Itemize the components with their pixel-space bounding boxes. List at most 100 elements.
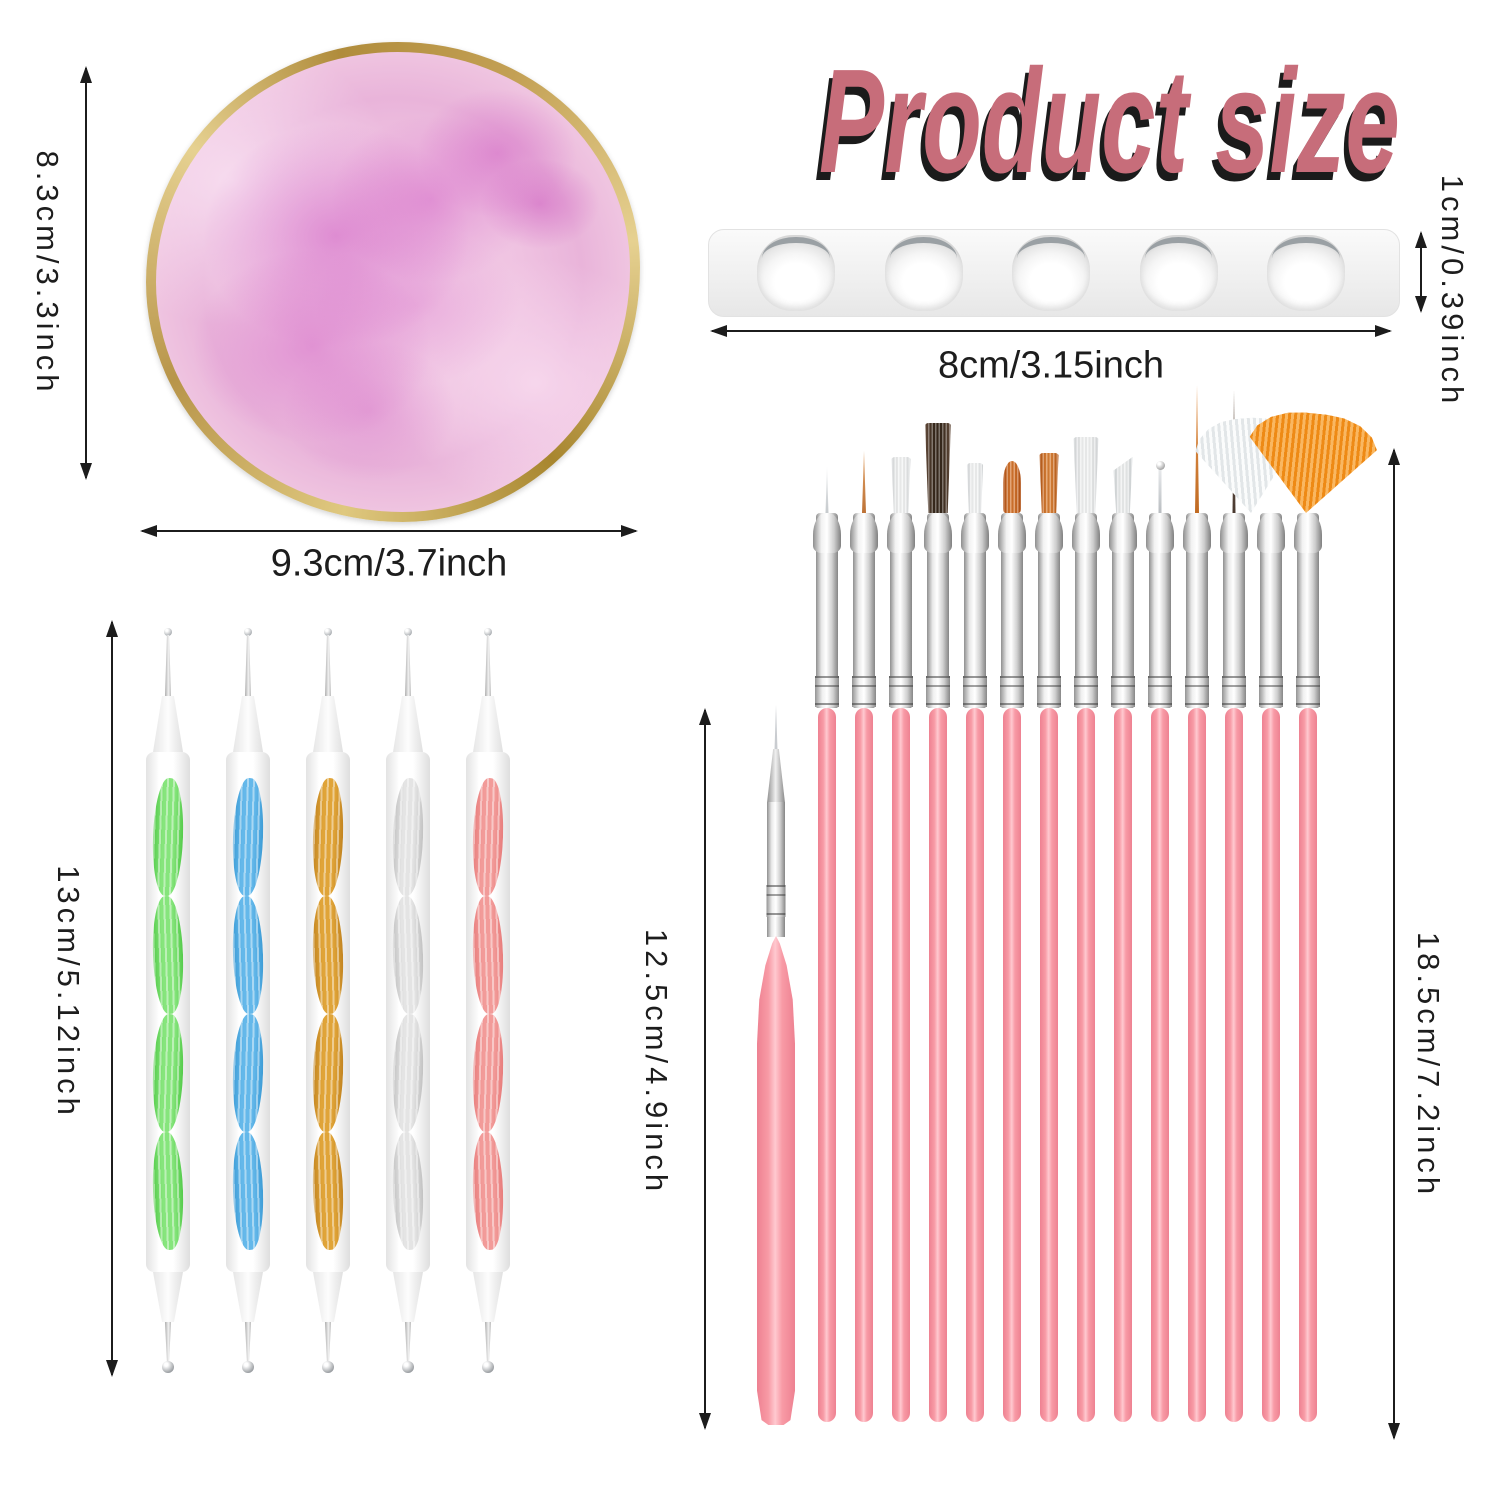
ferrule-rings: [1259, 676, 1283, 707]
palette-width-label: 9.3cm/3.7inch: [270, 542, 508, 585]
brush-tip-flat-orange: [1039, 453, 1059, 513]
brush-dotting-tip: [1128, 385, 1192, 1425]
pens-length-label: 13cm/5.12inch: [51, 865, 86, 1119]
dotting-pen-green: [144, 628, 192, 1388]
spiral-grip-segment: [470, 1013, 506, 1133]
ferrule-collar: [813, 513, 841, 553]
stylus-ball-large: [322, 1361, 334, 1373]
stylus-needle-bottom: [404, 1322, 412, 1362]
brush-ferrule: [853, 513, 875, 708]
brush-flat-white-small: [943, 385, 1007, 1425]
brush-ferrule: [1038, 513, 1060, 708]
pens-length-arrow: [111, 622, 113, 1375]
brush-tip-flat-white-small: [966, 463, 984, 513]
spiral-grip-segment: [230, 1013, 266, 1133]
brush-handle: [818, 708, 836, 1422]
ferrule-rings: [815, 676, 839, 707]
spiral-grip-segment: [390, 777, 426, 897]
stylus-needle-top: [164, 635, 172, 697]
brush-fan-orange: [1276, 385, 1340, 1425]
stylus-needle-bottom: [244, 1322, 252, 1362]
spiral-grip-segment: [310, 1131, 346, 1251]
brush-ferrule: [1001, 513, 1023, 708]
brush-angled-white: [1091, 385, 1155, 1425]
short-brush-ferrule-cone: [767, 749, 785, 803]
pen-cone-top: [473, 696, 503, 752]
spiral-grip-segment: [230, 1131, 266, 1251]
palette-width-arrow: [142, 530, 636, 532]
brush-handle: [1003, 708, 1021, 1422]
brush-tip-angled-white: [1113, 457, 1133, 513]
spiral-grip-segment: [310, 1013, 346, 1133]
brush-fan-white: [1239, 385, 1303, 1425]
pen-body: [386, 752, 430, 1272]
brush-long-liner-dark: [1202, 385, 1266, 1425]
short-liner-brush: [744, 705, 808, 1430]
brush-handle: [892, 708, 910, 1422]
stylus-needle-top: [484, 635, 492, 697]
pen-cone-bottom: [393, 1272, 423, 1322]
ferrule-collar: [924, 513, 952, 553]
dotting-pen-gold: [304, 628, 352, 1388]
ferrule-rings: [1148, 676, 1172, 707]
ferrule-collar: [1035, 513, 1063, 553]
brush-handle: [1225, 708, 1243, 1422]
stylus-needle-bottom: [324, 1322, 332, 1362]
spiral-grip-segment: [150, 1013, 186, 1133]
spiral-grip-segment: [310, 777, 346, 897]
brush-handle: [966, 708, 984, 1422]
pen-body: [306, 752, 350, 1272]
ferrule-collar: [1146, 513, 1174, 553]
dotting-pen-pink: [464, 628, 512, 1388]
brush-ferrule: [816, 513, 838, 708]
brush-handle: [1077, 708, 1095, 1422]
ferrule-rings: [1111, 676, 1135, 707]
stylus-ball-small: [164, 628, 172, 636]
strip-silicone-dome: [1012, 235, 1090, 311]
brush-ferrule: [1149, 513, 1171, 708]
brush-ferrule: [1260, 513, 1282, 708]
ferrule-collar: [1183, 513, 1211, 553]
stylus-needle-top: [324, 635, 332, 697]
strip-width-label: 8cm/3.15inch: [937, 344, 1165, 387]
short-brush-length-label: 12.5cm/4.9inch: [639, 928, 674, 1196]
brush-flat-dark-brown: [906, 385, 970, 1425]
pen-body: [226, 752, 270, 1272]
spiral-grip-segment: [150, 777, 186, 897]
ferrule-collar: [998, 513, 1026, 553]
brush-ferrule: [927, 513, 949, 708]
ferrule-collar: [1220, 513, 1248, 553]
brush-ferrule: [1223, 513, 1245, 708]
brush-tip-dotting-tip: [1158, 469, 1162, 513]
brush-flat-white-wide: [1054, 385, 1118, 1425]
pen-cone-bottom: [473, 1272, 503, 1322]
brush-handle: [1299, 708, 1317, 1422]
pen-cone-top: [313, 696, 343, 752]
brush-tip-fine-liner: [825, 467, 829, 513]
pen-body: [466, 752, 510, 1272]
brush-handle: [929, 708, 947, 1422]
stylus-ball-small: [404, 628, 412, 636]
brush-ferrule: [1297, 513, 1319, 708]
pen-cone-bottom: [313, 1272, 343, 1322]
dome-shine-arc: [889, 237, 958, 279]
brush-tip-detail-liner: [862, 451, 866, 513]
strip-height-label: 1cm/0.39inch: [1435, 174, 1470, 408]
brush-ferrule: [1186, 513, 1208, 708]
ferrule-collar: [850, 513, 878, 553]
brush-handle: [1114, 708, 1132, 1422]
ferrule-rings: [889, 676, 913, 707]
brush-tip-oval-orange: [1003, 461, 1021, 513]
brush-tip-flat-white-wide: [1073, 437, 1099, 513]
brush-tip-flat-dark-brown: [925, 423, 951, 513]
short-brush-handle: [757, 936, 795, 1425]
dome-shine-arc: [762, 237, 830, 279]
spiral-grip-segment: [310, 895, 346, 1015]
ferrule-rings: [963, 676, 987, 707]
spiral-grip-segment: [150, 1131, 186, 1251]
ferrule-rings: [1185, 676, 1209, 707]
dome-shine-arc: [1017, 237, 1085, 279]
short-brush-length-arrow: [704, 710, 706, 1428]
ferrule-collar: [1257, 513, 1285, 553]
pen-cone-top: [393, 696, 423, 752]
